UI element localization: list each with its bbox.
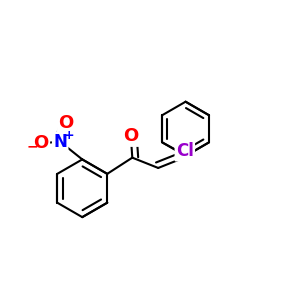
Text: O: O: [58, 114, 74, 132]
Text: O: O: [33, 134, 49, 152]
Text: Cl: Cl: [176, 142, 194, 160]
Text: −: −: [27, 139, 39, 153]
Text: +: +: [63, 129, 74, 142]
Text: N: N: [53, 133, 67, 151]
Text: O: O: [123, 128, 138, 146]
